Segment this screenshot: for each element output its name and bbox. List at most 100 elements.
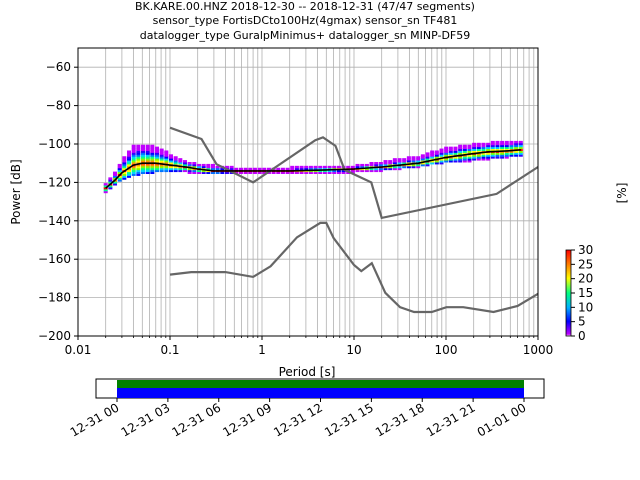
psd-cell xyxy=(458,144,463,148)
psd-cell xyxy=(141,150,146,153)
psd-cell xyxy=(108,177,113,180)
psd-cell xyxy=(294,171,299,174)
psd-cell xyxy=(159,160,164,163)
psd-cell xyxy=(481,156,486,159)
figure-title: BK.KARE.00.HNZ 2018-12-30 -- 2018-12-31 … xyxy=(135,0,475,42)
psd-cell xyxy=(444,160,449,163)
psd-cell xyxy=(117,169,122,173)
psd-cell xyxy=(453,148,458,151)
psd-cell xyxy=(509,150,514,153)
psd-cell xyxy=(392,165,397,169)
psd-cell xyxy=(141,156,146,159)
psd-cell xyxy=(467,158,472,161)
mode-line-path xyxy=(105,149,521,189)
psd-cell xyxy=(327,165,332,169)
psd-cell xyxy=(472,154,477,157)
psd-cell xyxy=(182,169,187,173)
noise-model-high-line xyxy=(169,126,539,220)
psd-cell xyxy=(434,154,439,157)
psd-cell xyxy=(276,167,281,171)
psd-cell xyxy=(486,154,491,157)
x-axis-label: Period [s] xyxy=(279,365,336,379)
psd-cell xyxy=(122,162,127,165)
psd-cell xyxy=(467,146,472,150)
psd-cell xyxy=(495,142,500,146)
psd-cell xyxy=(420,154,425,157)
psd-cell xyxy=(201,165,206,169)
psd-cell xyxy=(364,169,369,173)
psd-cell xyxy=(397,167,402,171)
psd-cell xyxy=(490,154,495,157)
psd-cell xyxy=(313,171,318,174)
psd-cell xyxy=(462,150,467,153)
psd-cell xyxy=(514,146,519,150)
psd-cell xyxy=(509,144,514,148)
psd-cell xyxy=(299,165,304,169)
psd-cell xyxy=(127,156,132,159)
psd-cell xyxy=(467,150,472,153)
plot-grid xyxy=(77,48,538,337)
psd-cell xyxy=(150,146,155,150)
psd-cell xyxy=(397,165,402,169)
psd-cell xyxy=(206,165,211,169)
psd-cell xyxy=(122,163,127,167)
psd-cell xyxy=(467,156,472,159)
psd-cell xyxy=(136,171,141,174)
psd-cell xyxy=(453,150,458,153)
psd-cell xyxy=(141,144,146,148)
psd-cell xyxy=(476,142,481,146)
psd-cell xyxy=(127,175,132,178)
psd-cell xyxy=(141,171,146,174)
psd-cell xyxy=(136,163,141,167)
psd-cell xyxy=(500,154,505,157)
psd-cell xyxy=(141,163,146,167)
psd-cell xyxy=(206,163,211,167)
psd-cell xyxy=(504,150,509,153)
psd-cell xyxy=(141,148,146,151)
psd-cell xyxy=(416,156,421,159)
psd-cell xyxy=(178,169,183,173)
psd-cell xyxy=(490,148,495,151)
psd-cell xyxy=(430,160,435,163)
psd-cell xyxy=(108,181,113,184)
psd-cell xyxy=(318,169,323,173)
psd-cell xyxy=(509,146,514,150)
psd-cell xyxy=(500,148,505,151)
psd-cell xyxy=(434,162,439,165)
psd-cell xyxy=(341,169,346,173)
psd-cell xyxy=(150,167,155,171)
psd-cell xyxy=(145,154,150,157)
psd-cell xyxy=(164,165,169,169)
psd-cell xyxy=(439,152,444,155)
psd-cell xyxy=(444,150,449,153)
psd-cell xyxy=(383,163,388,167)
colorbar-tick-label: 20 xyxy=(578,272,593,286)
psd-cell xyxy=(117,171,122,174)
psd-cell xyxy=(178,162,183,165)
psd-cell xyxy=(439,148,444,151)
psd-cell xyxy=(154,167,159,171)
colorbar-tick-label: 0 xyxy=(578,329,586,343)
psd-cell xyxy=(448,160,453,163)
psd-cell xyxy=(444,158,449,161)
colorbar-tick-label: 25 xyxy=(578,257,593,271)
psd-cell xyxy=(397,158,402,161)
y-tick-label: −160 xyxy=(38,252,71,266)
psd-cell xyxy=(122,156,127,159)
psd-cell xyxy=(113,177,118,180)
y-tick-label: −140 xyxy=(38,214,71,228)
psd-cell xyxy=(453,160,458,163)
psd-cell xyxy=(168,156,173,159)
psd-cell xyxy=(476,158,481,161)
psd-cell xyxy=(173,160,178,163)
psd-cell xyxy=(383,160,388,163)
coverage-bars xyxy=(117,380,524,398)
psd-cell xyxy=(173,162,178,165)
psd-cell xyxy=(490,144,495,148)
psd-cell xyxy=(434,160,439,163)
psd-cell xyxy=(131,162,136,165)
psd-cell xyxy=(481,154,486,157)
psd-cell xyxy=(103,183,108,186)
